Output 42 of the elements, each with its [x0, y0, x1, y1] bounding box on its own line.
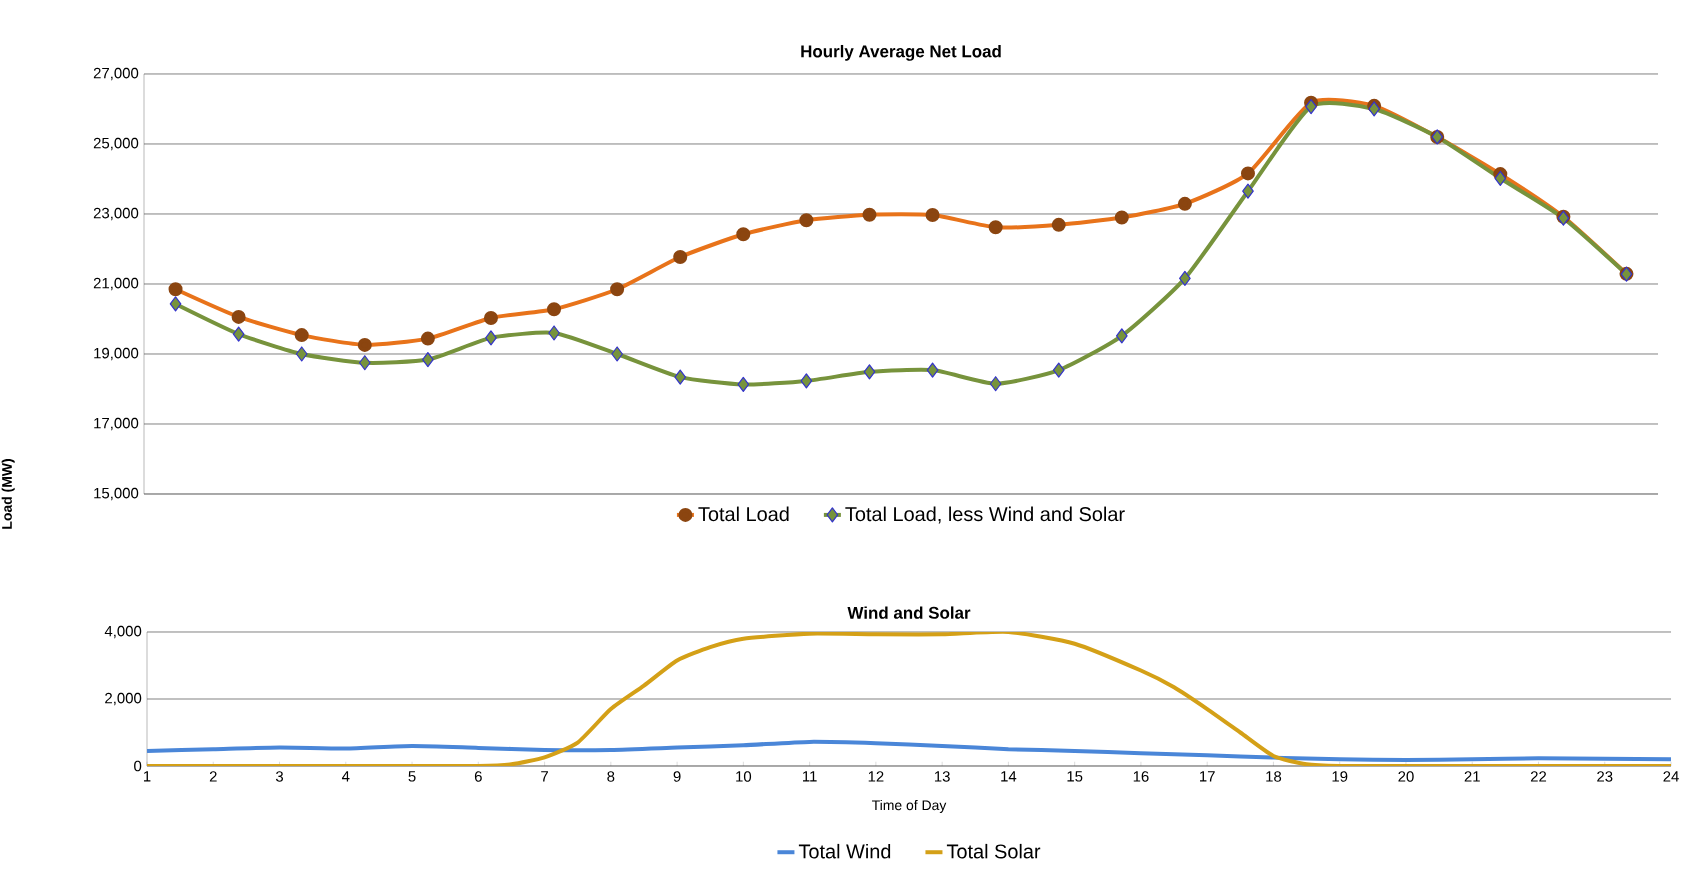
x-tick-label: 22	[1530, 771, 1547, 782]
x-tick-label: 21	[1464, 771, 1480, 782]
x-tick-label: 12	[868, 771, 884, 782]
x-tick-label: 23	[1597, 771, 1613, 782]
y-tick-label: 25,000	[93, 137, 139, 151]
x-tick-label: 1	[143, 771, 151, 782]
x-tick-label: 2	[209, 771, 217, 782]
y-tick-label: 4,000	[104, 625, 142, 639]
x-tick-label: 24	[1663, 771, 1679, 782]
x-tick-label: 20	[1398, 771, 1414, 782]
x-tick-label: 9	[673, 771, 681, 782]
x-tick-label: 5	[408, 771, 416, 782]
x-tick-label: 14	[1001, 771, 1017, 782]
x-tick-label: 16	[1133, 771, 1149, 782]
x-tick-label: 18	[1266, 771, 1282, 782]
x-tick-label: 6	[474, 771, 482, 782]
y-tick-label: 15,000	[94, 487, 139, 501]
y-tick-label: 17,000	[94, 417, 139, 431]
y-tick-label: 19,000	[94, 347, 139, 361]
y-tick-label: 2,000	[105, 692, 142, 706]
y-tick-label: 0	[134, 760, 142, 772]
x-tick-label: 8	[607, 771, 615, 782]
y-tick-label: 27,000	[93, 67, 139, 81]
y-axis-title: Load (MW)	[1, 459, 15, 529]
x-tick-label: 17	[1200, 771, 1215, 782]
chart-title: Wind and Solar	[847, 606, 971, 619]
legend-label: Total Load	[698, 506, 789, 522]
chart-title: Hourly Average Net Load	[801, 44, 1001, 61]
x-axis-title: Time of Day	[871, 799, 947, 813]
x-tick-label: 10	[736, 771, 752, 782]
y-tick-label: 23,000	[93, 207, 139, 221]
y-tick-label: 21,000	[93, 277, 139, 291]
x-tick-label: 15	[1067, 771, 1083, 782]
x-tick-label: 11	[803, 771, 817, 782]
x-tick-label: 19	[1332, 771, 1348, 782]
x-tick-label: 3	[275, 771, 284, 782]
legend-label: Total Wind	[798, 843, 891, 859]
legend-label: Total Solar	[946, 843, 1041, 859]
x-tick-label: 13	[934, 771, 950, 782]
x-tick-label: 7	[541, 771, 548, 782]
x-tick-label: 4	[341, 771, 350, 782]
legend-label: Total Load, less Wind and Solar	[845, 506, 1125, 524]
